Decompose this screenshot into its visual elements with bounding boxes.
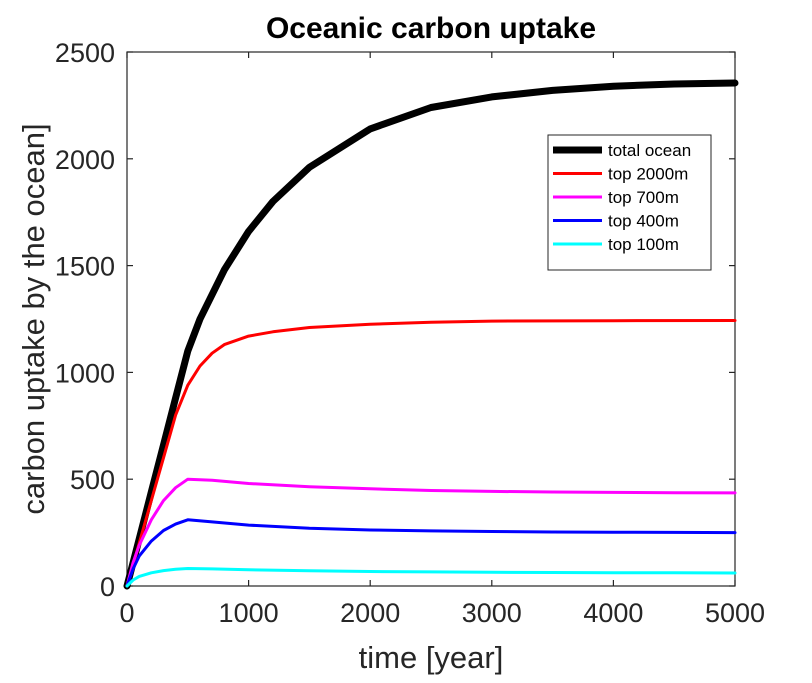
series-line-top-400m xyxy=(125,518,737,588)
legend: total ocean top 2000m top 700m top 400m top … xyxy=(547,134,712,271)
legend-label-top-700m: top 700m xyxy=(608,188,679,207)
x-tick-label: 4000 xyxy=(583,598,643,628)
y-axis-label: carbon uptake by the ocean] xyxy=(16,123,51,514)
series-line-top-700m xyxy=(125,477,737,588)
y-tick-label: 1000 xyxy=(55,358,115,388)
legend-label-top-2000m: top 2000m xyxy=(608,165,688,184)
x-tick-label: 1000 xyxy=(219,598,279,628)
legend-items: total ocean top 2000m top 700m top 400m top … xyxy=(553,141,691,254)
legend-box xyxy=(547,134,712,271)
series-line-top-100m xyxy=(125,567,737,588)
y-axis: 0 500 1000 1500 2000 2500 xyxy=(55,38,735,602)
x-axis: 0 1000 2000 3000 4000 5000 xyxy=(119,52,765,628)
y-tick-label: 1500 xyxy=(55,252,115,282)
legend-label-total-ocean: total ocean xyxy=(608,141,691,160)
x-tick-label: 2000 xyxy=(340,598,400,628)
x-tick-label: 0 xyxy=(119,598,134,628)
y-tick-label: 2500 xyxy=(55,38,115,68)
x-tick-label: 3000 xyxy=(462,598,522,628)
legend-label-top-100m: top 100m xyxy=(608,235,679,254)
y-tick-label: 500 xyxy=(70,465,115,495)
y-tick-label: 0 xyxy=(100,572,115,602)
series-line-top-2000m xyxy=(125,319,737,588)
x-axis-label: time [year] xyxy=(359,640,504,675)
legend-label-top-400m: top 400m xyxy=(608,212,679,231)
x-tick-label: 5000 xyxy=(705,598,765,628)
series-lines xyxy=(123,79,739,590)
chart-title: Oceanic carbon uptake xyxy=(266,12,596,45)
plot-area-frame xyxy=(126,51,736,587)
y-tick-label: 2000 xyxy=(55,145,115,175)
series-line-total-ocean xyxy=(123,79,739,590)
